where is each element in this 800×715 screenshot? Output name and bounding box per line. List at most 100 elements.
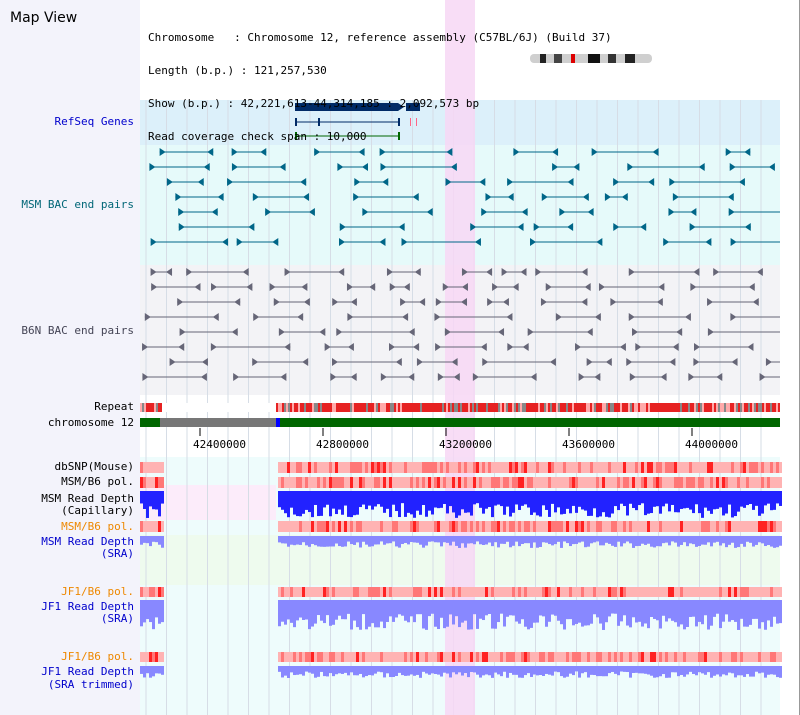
msm-bac-end-marker [314, 148, 321, 156]
b6n-bac-end-marker [142, 343, 149, 351]
dbsnp-strip [677, 462, 680, 473]
jf1-b6-pol-strip [362, 652, 365, 662]
jf1-b6-pol-strip [761, 587, 764, 597]
jf1-b6-pol-strip [557, 587, 560, 597]
msm-b6-pol-strip [656, 477, 659, 488]
msm-bac-end-marker [621, 193, 628, 201]
repeat-segment [628, 403, 630, 412]
msm-sra-depth-bar [698, 536, 701, 546]
msm-bac-end-marker [227, 178, 234, 186]
track-label-msm-bac: MSM BAC end pairs [21, 198, 134, 211]
jf1-b6-pol-strip [689, 587, 692, 597]
msm-bac-end-marker [481, 208, 488, 216]
jf1-trimmed-depth-bar [761, 666, 764, 673]
msm-capillary-depth-bar [710, 491, 713, 514]
repeat-segment [582, 403, 584, 412]
msm-b6-pol-strip [392, 521, 395, 532]
jf1-b6-pol-strip [389, 587, 392, 597]
jf1-b6-pol-strip [383, 652, 386, 662]
msm-b6-pol-strip [380, 477, 383, 488]
msm-b6-pol-strip [662, 521, 665, 532]
msm-b6-pol-strip [716, 477, 719, 488]
msm-bac-end-marker [222, 238, 229, 246]
jf1-b6-pol-strip [575, 587, 578, 597]
jf1-trimmed-depth-bar [506, 666, 509, 678]
jf1-trimmed-depth-bar [503, 666, 506, 672]
jf1-b6-pol-strip [764, 587, 767, 597]
jf1-b6-pol-strip [458, 587, 461, 597]
msm-b6-pol-strip [395, 521, 398, 532]
msm-bac-end-marker [361, 163, 368, 171]
msm-b6-pol-strip [404, 521, 407, 532]
msm-b6-pol-strip [746, 477, 749, 488]
msm-b6-pol-strip [587, 521, 590, 532]
msm-capillary-depth-bar [428, 491, 431, 511]
jf1-b6-pol-strip [404, 587, 407, 597]
dbsnp-strip [485, 462, 488, 473]
msm-sra-depth-bar [410, 536, 413, 542]
msm-capillary-depth-bar [569, 491, 572, 514]
jf1-sra-depth-bar [641, 600, 644, 627]
jf1-b6-pol-strip [761, 652, 764, 662]
repeat-segment [412, 403, 414, 412]
track-label-msm-depth-capillary: MSM Read Depth [41, 492, 134, 505]
msm-b6-pol-strip [320, 477, 323, 488]
jf1-b6-pol-strip [317, 652, 320, 662]
jf1-b6-pol-strip [524, 652, 527, 662]
b6n-bac-end-marker [598, 283, 605, 291]
jf1-b6-pol-strip [392, 587, 395, 597]
refseq-exon [295, 132, 297, 140]
jf1-b6-pol-strip [728, 587, 731, 597]
b6n-bac-end-marker [169, 358, 176, 366]
jf1-trimmed-depth-bar [623, 666, 626, 672]
msm-b6-pol-strip [425, 521, 428, 532]
dbsnp-strip [596, 462, 599, 473]
b6n-bac-end-marker [246, 283, 253, 291]
msm-capillary-depth-bar [311, 491, 314, 518]
repeat-segment [298, 403, 300, 412]
jf1-b6-pol-strip [767, 652, 770, 662]
b6n-bac-end-marker [765, 358, 772, 366]
jf1-b6-pol-strip [617, 587, 620, 597]
jf1-trimmed-depth-bar [551, 666, 554, 676]
dbsnp-strip [356, 462, 359, 473]
msm-b6-pol-strip [401, 521, 404, 532]
jf1-b6-pol-strip [638, 652, 641, 662]
msm-b6-pol-strip [296, 521, 299, 532]
msm-bac-end-marker [150, 238, 157, 246]
repeat-segment [156, 403, 158, 412]
msm-capillary-depth-bar [587, 491, 590, 516]
msm-bac-end-marker [596, 238, 603, 246]
jf1-b6-pol-strip [602, 652, 605, 662]
msm-bac-end-marker [412, 193, 419, 201]
b6n-bac-end-marker [166, 268, 173, 276]
chromosome-ideogram[interactable] [530, 54, 652, 63]
msm-bac-end-marker [279, 163, 286, 171]
jf1-trimmed-depth-bar [389, 666, 392, 678]
jf1-b6-pol-strip [407, 587, 410, 597]
b6n-bac-end-marker [252, 358, 259, 366]
jf1-b6-pol-strip [662, 587, 665, 597]
jf1-b6-pol-strip [671, 587, 674, 597]
repeat-segment [540, 403, 542, 412]
b6n-bac-end-marker [676, 328, 683, 336]
repeat-segment [728, 403, 730, 412]
msm-b6-pol-strip [308, 521, 311, 532]
msm-b6-pol-strip [461, 477, 464, 488]
msm-b6-pol-strip [770, 521, 773, 532]
b6n-bac-end-marker [200, 373, 207, 381]
jf1-b6-pol-strip [605, 652, 608, 662]
jf1-sra-depth-bar [428, 600, 431, 617]
jf1-b6-pol-strip [506, 652, 509, 662]
msm-b6-pol-strip [365, 521, 368, 532]
jf1-sra-depth-bar [620, 600, 623, 622]
msm-b6-pol-strip [512, 477, 515, 488]
msm-b6-pol-strip [419, 477, 422, 488]
repeat-segment [536, 403, 538, 412]
msm-b6-pol-strip [620, 477, 623, 488]
jf1-sra-depth-bar [569, 600, 572, 620]
msm-sra-depth-bar [473, 536, 476, 545]
msm-b6-pol-strip [716, 521, 719, 532]
msm-capillary-depth-bar [689, 491, 692, 510]
